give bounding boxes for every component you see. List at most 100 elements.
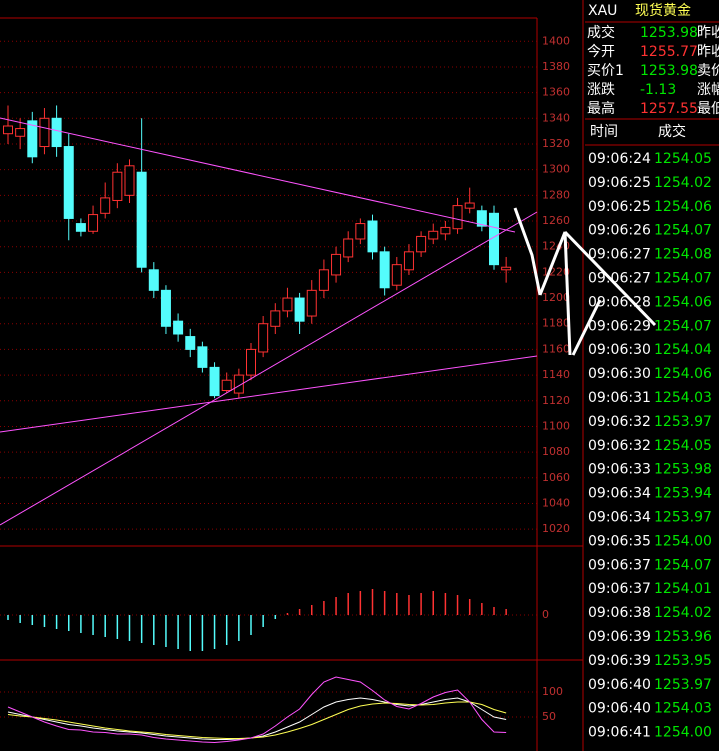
y-tick-label: 1260 [542, 214, 570, 227]
trade-price: 1254.02 [654, 175, 712, 191]
candle-body [136, 171, 147, 268]
trade-price: 1253.96 [654, 629, 712, 645]
candle-body [39, 117, 50, 148]
trade-price: 1254.07 [654, 271, 712, 287]
trade-price: 1254.03 [654, 390, 712, 406]
candle-body [15, 128, 26, 137]
candle-body [428, 230, 439, 240]
y-tick-label: 1320 [542, 137, 570, 150]
trade-price: 1254.07 [654, 223, 712, 239]
candle-body [3, 125, 13, 135]
quote-label: 成交 [587, 24, 615, 41]
candle-body [100, 197, 111, 214]
candle-body [391, 264, 402, 286]
y-tick-label: 1280 [542, 188, 570, 201]
trade-time: 09:06:41 [588, 725, 651, 741]
trade-price: 1253.97 [654, 510, 712, 526]
candle-body [343, 238, 354, 258]
candle-body [501, 266, 512, 271]
quote-value: -1.13 [640, 82, 676, 98]
candle-body [416, 235, 427, 253]
trade-price: 1254.08 [654, 247, 712, 263]
trade-time: 09:06:37 [588, 581, 651, 597]
y-tick-label: 1180 [542, 317, 570, 330]
y-tick-label: 1400 [542, 34, 570, 47]
y-tick-label: 1040 [542, 496, 570, 509]
trade-time: 09:06:25 [588, 175, 651, 191]
trade-time: 09:06:31 [588, 390, 651, 406]
symbol-name: 现货黄金 [635, 2, 691, 19]
trade-time: 09:06:35 [588, 533, 651, 549]
trade-time: 09:06:40 [588, 701, 651, 717]
quote-value: 1253.98 [640, 63, 698, 79]
candle-body [464, 202, 475, 209]
candle-body [197, 346, 208, 368]
y-tick-label: 1080 [542, 445, 570, 458]
trade-price: 1254.02 [654, 605, 712, 621]
y-tick-label: 1340 [542, 111, 570, 124]
candle-body [51, 117, 62, 148]
trade-price: 1253.95 [654, 653, 712, 669]
y-tick-label: 1160 [542, 342, 570, 355]
candle-body [452, 205, 463, 230]
trade-time: 09:06:34 [588, 510, 651, 526]
candle-body [63, 146, 74, 219]
candle-body [173, 320, 184, 335]
candle-body [476, 210, 487, 227]
trade-time: 09:06:32 [588, 438, 651, 454]
candle-body [112, 171, 123, 201]
trade-time: 09:06:33 [588, 462, 651, 478]
candle-body [355, 223, 366, 240]
y-tick-label: 0 [542, 608, 549, 621]
trend-line [0, 355, 538, 433]
candle-body [306, 289, 317, 317]
trade-price: 1254.06 [654, 366, 712, 382]
y-tick-label: 1360 [542, 86, 570, 99]
trade-price: 1254.01 [654, 581, 712, 597]
trade-price: 1254.04 [654, 342, 712, 358]
trade-price: 1254.07 [654, 318, 712, 334]
trade-time: 09:06:27 [588, 271, 651, 287]
quote-label: 今开 [587, 44, 615, 60]
arrow [563, 230, 657, 327]
arrows [513, 207, 657, 356]
y-tick-label: 1120 [542, 394, 570, 407]
trades-header: 时间 [590, 124, 618, 140]
trade-time: 09:06:24 [588, 151, 651, 167]
candle-body [367, 220, 378, 253]
candle-body [160, 289, 171, 327]
trade-time: 09:06:28 [588, 294, 651, 310]
trade-time: 09:06:39 [588, 629, 651, 645]
y-tick-label: 100 [542, 685, 563, 698]
trade-price: 1253.97 [654, 677, 712, 693]
candle-body [258, 323, 269, 353]
quote-value: 1255.77 [640, 44, 698, 60]
trade-price: 1254.06 [654, 294, 712, 310]
candle-body [88, 214, 99, 232]
quote-right-label: 昨收 [697, 44, 719, 60]
quote-right-label: 卖价 [697, 63, 719, 79]
trend-line [0, 211, 538, 526]
candle-body [124, 165, 135, 196]
quote-value: 1257.55 [640, 101, 698, 117]
candle-body [318, 269, 329, 291]
candle-body [221, 379, 232, 391]
trade-time: 09:06:27 [588, 247, 651, 263]
candle-body [403, 251, 414, 271]
trade-time: 09:06:29 [588, 318, 651, 334]
quote-right-label: 昨收 [697, 25, 719, 41]
trade-time: 09:06:38 [588, 605, 651, 621]
trade-price: 1254.07 [654, 557, 712, 573]
trade-price: 1254.03 [654, 701, 712, 717]
trade-price: 1254.05 [654, 151, 712, 167]
candle-body [185, 336, 196, 350]
trend-lines [0, 117, 538, 526]
y-tick-label: 1300 [542, 163, 570, 176]
trade-time: 09:06:30 [588, 342, 651, 358]
symbol: XAU [588, 3, 617, 19]
candle-body [246, 348, 256, 376]
trade-price: 1254.00 [654, 533, 712, 549]
